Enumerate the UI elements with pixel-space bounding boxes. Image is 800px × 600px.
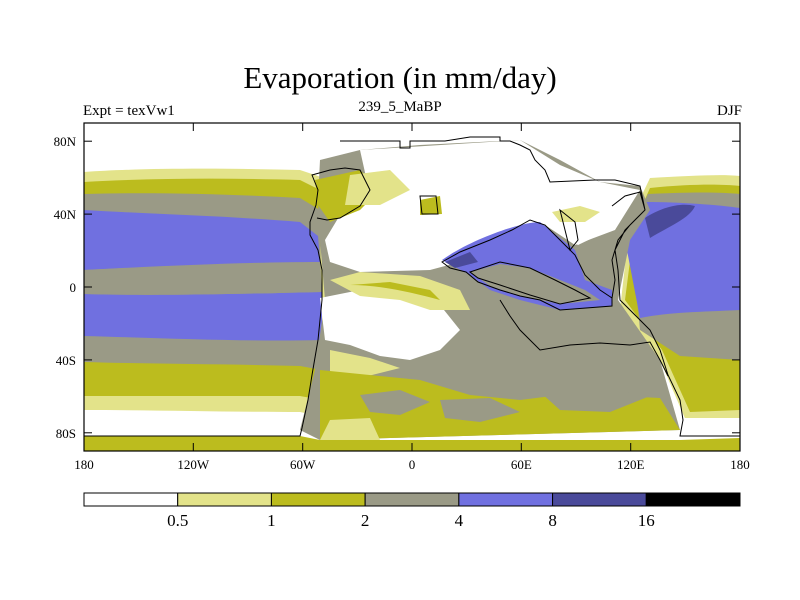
colorbar-swatch-3 [364,492,460,507]
lon-label-120e: 120E [617,457,645,472]
lon-ticks [83,123,741,451]
colorbar-label-2: 2 [361,511,370,530]
colorbar-swatch-1 [177,492,272,507]
lat-label-80n: 80N [54,134,77,149]
lon-label-60e: 60E [511,457,532,472]
lat-label-80s: 80S [56,426,76,441]
age-label: 239_5_MaBP [358,99,442,115]
colorbar-swatch-4 [458,492,554,507]
coastline [84,136,740,437]
map-title: Evaporation (in mm/day) [243,60,557,95]
colorbar [83,492,741,507]
lon-label-180w: 180 [74,457,94,472]
colorbar-swatch-2 [270,492,366,507]
ocean-contours-west [84,168,330,418]
ocean-contours-east [620,175,740,430]
colorbar-label-8: 8 [548,511,557,530]
colorbar-label-0-5: 0.5 [167,511,188,530]
experiment-label: Expt = texVw1 [83,103,175,119]
season-label: DJF [716,103,742,119]
continent-contours [300,140,680,440]
map-plot-area [84,123,740,451]
colorbar-swatch-5 [552,492,647,507]
lon-label-60w: 60W [290,457,316,472]
colorbar-swatch-0 [83,492,179,507]
colorbar-swatch-6 [645,492,741,507]
lat-label-40n: 40N [54,207,77,222]
lon-label-0: 0 [409,457,416,472]
colorbar-label-4: 4 [455,511,464,530]
lat-label-40s: 40S [56,353,76,368]
lon-label-180e: 180 [730,457,750,472]
colorbar-label-16: 16 [638,511,655,530]
colorbar-label-1: 1 [267,511,276,530]
lon-label-120w: 120W [177,457,210,472]
lat-ticks [84,140,740,434]
lat-label-0: 0 [70,280,77,295]
